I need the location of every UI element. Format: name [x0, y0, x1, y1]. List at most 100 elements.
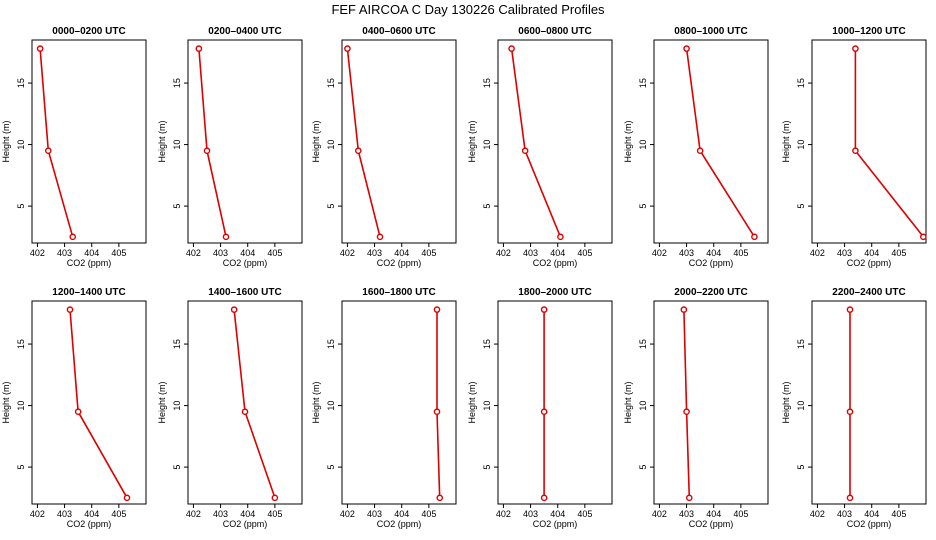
- x-tick-label: 404: [84, 248, 99, 258]
- x-tick-label: 402: [340, 509, 355, 519]
- plot-frame: [187, 300, 303, 505]
- data-point: [376, 233, 384, 241]
- panel-1: 0000–0200 UTC 402 403 404 405 5 10 15 CO2 (ppm) H…: [1, 26, 147, 268]
- y-tick-label: 10: [326, 401, 336, 411]
- x-tick-label: 402: [810, 509, 825, 519]
- x-tick-label: 405: [577, 248, 592, 258]
- data-point: [203, 147, 211, 155]
- profile-line: [346, 48, 381, 237]
- panel-title: 2000–2200 UTC: [674, 287, 747, 298]
- y-tick-label: 10: [482, 401, 492, 411]
- data-point: [557, 233, 564, 241]
- y-tick-label: 15: [16, 78, 26, 88]
- data-point: [683, 408, 690, 416]
- data-point: [44, 147, 52, 155]
- panel-title: 1400–1600 UTC: [208, 287, 281, 298]
- y-tick-label: 15: [16, 339, 26, 349]
- x-axis-label: CO2 (ppm): [847, 258, 892, 268]
- y-tick-label: 5: [638, 204, 648, 209]
- x-tick-label: 402: [652, 248, 667, 258]
- y-axis-label: Height (m): [311, 120, 321, 162]
- panel-7: 1200–1400 UTC 402 403 404 405 5 10 15 CO2 (ppm) H…: [1, 287, 147, 529]
- y-tick-label: 10: [796, 401, 806, 411]
- y-tick-label: 15: [482, 339, 492, 349]
- y-tick-label: 15: [638, 78, 648, 88]
- plot-frame: [811, 39, 927, 244]
- data-point: [69, 233, 77, 241]
- x-axis-label: CO2 (ppm): [223, 519, 268, 529]
- y-tick-label: 5: [172, 465, 182, 470]
- y-tick-label: 10: [326, 140, 336, 150]
- x-axis-label: CO2 (ppm): [377, 519, 422, 529]
- profile-line: [510, 48, 562, 238]
- y-tick-label: 15: [326, 78, 336, 88]
- x-tick-label: 402: [186, 248, 201, 258]
- data-point: [241, 408, 249, 416]
- panel-4: 0600–0800 UTC 402 403 404 405 5 10 15 CO2 (ppm) H…: [467, 26, 613, 268]
- data-point: [508, 45, 515, 52]
- y-tick-label: 10: [16, 140, 26, 150]
- x-tick-label: 404: [240, 248, 255, 258]
- panel-9: 1600–1800 UTC 402 403 404 405 5 10 15 CO2 (ppm) H…: [311, 287, 457, 529]
- profile-line: [854, 48, 924, 238]
- y-tick-label: 10: [172, 140, 182, 150]
- x-tick-label: 404: [706, 509, 721, 519]
- data-point: [436, 494, 444, 502]
- panel-10: 1800–2000 UTC 402 403 404 405 5 10 15 CO2 (ppm) H…: [467, 287, 613, 529]
- profile-line: [685, 48, 756, 238]
- panel-3: 0400–0600 UTC 402 403 404 405 5 10 15 CO2 (ppm) H…: [311, 26, 457, 268]
- x-tick-label: 404: [240, 509, 255, 519]
- x-tick-label: 402: [30, 248, 45, 258]
- x-tick-label: 403: [367, 509, 382, 519]
- y-tick-label: 15: [172, 339, 182, 349]
- y-tick-label: 5: [638, 465, 648, 470]
- data-point: [852, 45, 859, 52]
- panel-8: 1400–1600 UTC 402 403 404 405 5 10 15 CO2 (ppm) H…: [157, 287, 303, 529]
- y-tick-label: 5: [796, 465, 806, 470]
- y-tick-label: 15: [326, 339, 336, 349]
- data-point: [540, 306, 548, 313]
- x-axis-label: CO2 (ppm): [67, 258, 112, 268]
- y-tick-label: 10: [638, 401, 648, 411]
- data-point: [696, 147, 704, 155]
- data-point: [683, 45, 690, 52]
- x-axis-label: CO2 (ppm): [533, 258, 578, 268]
- panel-title: 1200–1400 UTC: [52, 287, 125, 298]
- panel-title: 0000–0200 UTC: [52, 26, 125, 37]
- plot-frame: [341, 39, 457, 244]
- panel-title: 2200–2400 UTC: [832, 287, 905, 298]
- profile-line: [683, 309, 691, 498]
- data-point: [846, 306, 854, 313]
- x-tick-label: 402: [652, 509, 667, 519]
- x-tick-label: 405: [577, 509, 592, 519]
- y-tick-label: 15: [172, 78, 182, 88]
- y-tick-label: 15: [796, 339, 806, 349]
- y-tick-label: 10: [16, 401, 26, 411]
- y-tick-label: 10: [796, 140, 806, 150]
- x-tick-label: 405: [111, 509, 126, 519]
- x-tick-label: 403: [57, 509, 72, 519]
- profile-line: [39, 48, 74, 238]
- x-tick-label: 403: [213, 509, 228, 519]
- data-point: [433, 306, 441, 313]
- data-point: [846, 494, 854, 502]
- y-axis-label: Height (m): [781, 120, 791, 162]
- profile-line: [233, 309, 276, 499]
- data-point: [36, 45, 44, 52]
- x-tick-label: 404: [864, 509, 879, 519]
- y-axis-label: Height (m): [781, 381, 791, 423]
- y-tick-label: 5: [482, 204, 492, 209]
- y-axis-label: Height (m): [1, 120, 11, 162]
- x-tick-label: 403: [837, 248, 852, 258]
- panel-title: 1000–1200 UTC: [832, 26, 905, 37]
- x-axis-label: CO2 (ppm): [847, 519, 892, 529]
- x-tick-label: 405: [891, 509, 906, 519]
- x-tick-label: 403: [57, 248, 72, 258]
- panel-title: 0600–0800 UTC: [518, 26, 591, 37]
- x-tick-label: 402: [30, 509, 45, 519]
- x-tick-label: 404: [394, 509, 409, 519]
- y-tick-label: 5: [796, 204, 806, 209]
- y-tick-label: 15: [482, 78, 492, 88]
- y-tick-label: 15: [796, 78, 806, 88]
